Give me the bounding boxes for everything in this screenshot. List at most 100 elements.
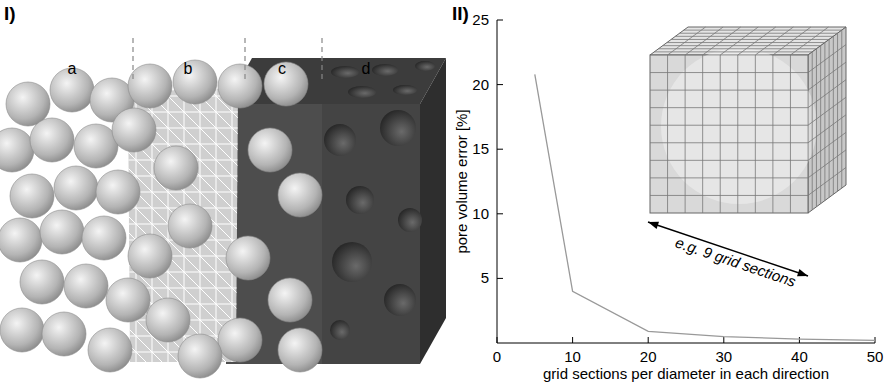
cube-grid [808,132,846,160]
cube-grid [654,51,812,52]
particle-sphere [0,308,44,352]
mesh-line [168,80,458,370]
cube-grid [773,27,811,55]
mesh-line [520,80,521,370]
mesh-line [376,80,377,370]
particle-sphere [154,146,198,190]
mesh-line [120,16,250,17]
pore-hole [348,86,376,98]
mesh-line [0,80,282,370]
mesh-line [568,80,569,370]
figure: I)abcdII)e.g. 9 grid sections51015202501… [0,0,891,384]
y-tick [497,278,503,279]
mesh-line [104,80,394,370]
cube-grid [808,167,846,195]
y-axis-title: pore volume error [%] [453,109,470,253]
cube-grid [820,46,821,204]
particle-sphere [74,124,118,168]
mesh-line [72,80,362,370]
mesh-line [360,80,650,370]
mesh-line [328,80,329,370]
cube-grid [671,39,829,40]
mesh-line [40,80,330,370]
mesh-line [0,80,170,370]
y-tick-label: 20 [472,76,489,93]
cube-grid [790,27,828,55]
x-tick [799,337,800,343]
section-label: b [184,60,193,77]
x-tick [572,337,573,343]
mesh-line [584,80,585,370]
mesh-line [120,32,250,33]
cube-grid [667,55,668,213]
cube-grid [650,195,808,196]
y-tick-label: 15 [472,140,489,157]
cube-grid [667,42,825,43]
particle-sphere [0,218,42,262]
particle-sphere [0,128,34,172]
mesh-line [360,80,361,370]
cube-grid [650,107,808,108]
cube-grid [833,36,834,194]
mesh-line [200,80,490,370]
section-divider [244,38,245,82]
particle-sphere [218,318,262,362]
x-axis-title: grid sections per diameter in each direc… [543,365,829,382]
cube-grid [703,27,741,55]
pore-hole [384,284,416,316]
particle-sphere [54,166,98,210]
mesh-line [264,80,554,370]
pore-hole [393,85,417,95]
pore-hole [346,186,374,214]
particle-sphere [264,62,308,106]
mesh-line [344,80,345,370]
cube-grid [829,39,830,197]
cube-grid [680,33,838,34]
x-tick-label: 40 [791,348,808,365]
cube-grid [650,72,808,73]
particle-sphere [82,216,126,260]
cube-grid [663,45,821,46]
y-tick [497,149,503,150]
particle-sphere [64,264,108,308]
section-label: c [278,60,286,77]
pore-hole [331,66,359,78]
cube-grid [816,49,817,207]
particle-sphere [178,334,222,378]
cube-grid [675,36,833,37]
particle-sphere [40,210,84,254]
y-tick [497,20,503,21]
mesh-line [344,80,634,370]
cube-grid [808,97,846,125]
cube-grid [808,115,846,143]
y-axis [497,20,498,343]
cube-grid [720,55,721,213]
mesh-line [552,80,553,370]
mesh-line [88,80,378,370]
mesh-line [280,80,281,370]
mesh-line [0,80,266,370]
mesh-line [0,80,250,370]
plot-data [535,74,875,340]
cube-grid [720,27,758,55]
mesh-line [312,80,313,370]
cube-grid [812,52,813,210]
pore-hole [415,61,435,71]
cube-sphere [661,48,817,204]
cube-grid [808,62,846,90]
particle-sphere [88,328,132,372]
particle-sphere [168,204,212,248]
particle-sphere [268,278,312,322]
mesh-line [216,80,217,370]
particle-sphere [128,64,172,108]
arrow-head [648,222,659,229]
y-tick-label: 25 [472,11,489,28]
mesh-line [312,80,602,370]
mesh-line [472,80,473,370]
cube-grid [668,27,706,55]
arrow-head [797,269,808,276]
block-front-d [322,104,420,364]
cube-grid [685,55,686,213]
cube-grid [772,55,773,213]
pore-hole [324,124,356,156]
